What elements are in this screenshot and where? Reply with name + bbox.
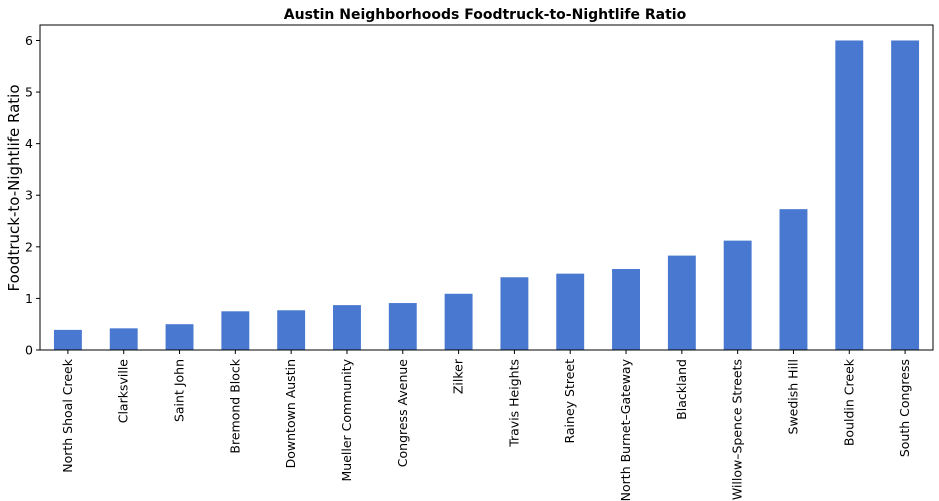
x-axis-ticks: North Shoal Creek Clarksville Saint John Br… bbox=[60, 350, 912, 501]
bar-4 bbox=[277, 310, 306, 350]
x-tick-label-10: North Burnet–Gateway bbox=[618, 358, 633, 501]
x-tick-label-12: Willow–Spence Streets bbox=[730, 359, 745, 500]
bar-11 bbox=[667, 255, 696, 350]
x-tick-label-4: Downtown Austin bbox=[283, 359, 298, 468]
chart-title: Austin Neighborhoods Foodtruck-to-Nightl… bbox=[284, 7, 687, 23]
x-tick-label-9: Rainey Street bbox=[562, 359, 577, 444]
y-tick-label-1: 1 bbox=[25, 291, 33, 306]
x-tick-label-3: Bremond Block bbox=[227, 358, 242, 453]
bar-1 bbox=[109, 328, 138, 350]
y-tick-label-6: 6 bbox=[25, 33, 33, 48]
x-tick-label-15: South Congress bbox=[897, 359, 912, 457]
bar-12 bbox=[723, 240, 752, 350]
bar-15 bbox=[891, 40, 920, 350]
bars-group bbox=[53, 40, 920, 350]
y-axis-ticks: 0 1 2 3 4 5 6 bbox=[25, 33, 40, 358]
y-tick-label-5: 5 bbox=[25, 85, 33, 100]
bar-10 bbox=[612, 269, 640, 350]
x-tick-label-7: Zilker bbox=[451, 358, 466, 394]
x-tick-label-6: Congress Avenue bbox=[395, 359, 410, 468]
x-tick-label-0: North Shoal Creek bbox=[60, 358, 75, 473]
x-tick-label-11: Blackland bbox=[674, 359, 689, 420]
bar-8 bbox=[500, 277, 529, 350]
bar-14 bbox=[835, 40, 864, 350]
y-tick-label-3: 3 bbox=[25, 188, 33, 203]
x-tick-label-1: Clarksville bbox=[116, 359, 131, 424]
y-axis-label: Foodtruck-to-Nightlife Ratio bbox=[5, 84, 23, 291]
bar-2 bbox=[165, 324, 194, 350]
x-tick-label-14: Bouldin Creek bbox=[841, 358, 856, 446]
bar-0 bbox=[53, 329, 82, 350]
bar-13 bbox=[779, 209, 808, 350]
x-tick-label-8: Travis Heights bbox=[506, 359, 521, 448]
x-tick-label-5: Mueller Community bbox=[339, 358, 354, 481]
bar-5 bbox=[333, 305, 361, 350]
x-tick-label-13: Swedish Hill bbox=[785, 359, 800, 434]
y-tick-label-2: 2 bbox=[25, 239, 33, 254]
bar-3 bbox=[221, 311, 250, 350]
x-tick-label-2: Saint John bbox=[172, 359, 187, 422]
plot-frame bbox=[39, 24, 934, 351]
bar-7 bbox=[444, 293, 473, 350]
y-tick-label-0: 0 bbox=[25, 343, 33, 358]
y-tick-label-4: 4 bbox=[25, 136, 33, 151]
bar-9 bbox=[556, 273, 585, 350]
bar-6 bbox=[388, 303, 417, 350]
